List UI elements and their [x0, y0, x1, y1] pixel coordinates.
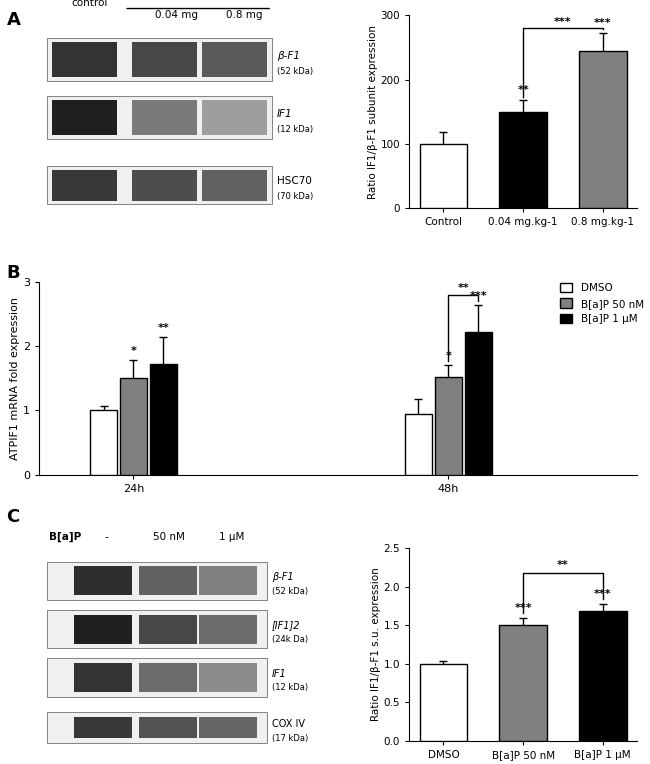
Text: A: A: [6, 11, 20, 30]
Bar: [120, 378, 147, 474]
Bar: [132, 170, 197, 201]
Bar: [74, 663, 132, 692]
Bar: [150, 364, 177, 474]
Text: 0.8 mg: 0.8 mg: [226, 11, 263, 21]
Bar: [579, 611, 627, 741]
Text: **: **: [517, 85, 529, 95]
Y-axis label: Ratio IF1/β-F1 s.u. expression: Ratio IF1/β-F1 s.u. expression: [370, 568, 381, 721]
Text: β-F1: β-F1: [272, 572, 294, 582]
Text: HSC70: HSC70: [277, 176, 312, 186]
Text: 0.04 mg: 0.04 mg: [155, 11, 198, 21]
Text: (12 kDa): (12 kDa): [277, 125, 313, 134]
Text: ***: ***: [594, 589, 612, 599]
Text: C: C: [6, 508, 20, 526]
Bar: [74, 717, 132, 738]
Bar: [200, 566, 257, 595]
Legend: DMSO, B[a]P 50 nM, B[a]P 1 μM: DMSO, B[a]P 50 nM, B[a]P 1 μM: [560, 283, 644, 324]
Y-axis label: ATPIF1 mRNA fold expression: ATPIF1 mRNA fold expression: [10, 296, 20, 460]
Text: **: **: [457, 283, 469, 293]
Bar: [139, 566, 197, 595]
Bar: [202, 42, 267, 77]
Bar: [202, 100, 267, 135]
Text: ***: ***: [514, 603, 532, 613]
Bar: [139, 717, 197, 738]
Text: -: -: [105, 533, 109, 542]
Bar: [47, 610, 267, 649]
Text: β-F1: β-F1: [277, 51, 300, 61]
Y-axis label: Ratio IF1/β-F1 subunit expression: Ratio IF1/β-F1 subunit expression: [368, 24, 378, 199]
Bar: [51, 100, 117, 135]
Bar: [47, 96, 272, 139]
Text: (52 kDa): (52 kDa): [277, 66, 313, 76]
Bar: [465, 332, 491, 474]
Text: ***: ***: [469, 291, 487, 301]
Bar: [139, 615, 197, 643]
Bar: [90, 410, 117, 474]
Text: (24k Da): (24k Da): [272, 635, 308, 644]
Bar: [405, 413, 432, 474]
Bar: [419, 144, 467, 209]
Bar: [499, 112, 547, 209]
Bar: [47, 658, 267, 697]
Text: *: *: [445, 351, 451, 361]
Bar: [435, 377, 462, 474]
Bar: [47, 562, 267, 601]
Text: [IF1]2: [IF1]2: [272, 620, 300, 630]
Bar: [47, 38, 272, 81]
Bar: [51, 170, 117, 201]
Text: ***: ***: [554, 17, 572, 27]
Bar: [74, 615, 132, 643]
Bar: [200, 717, 257, 738]
Text: control: control: [71, 0, 107, 8]
Bar: [200, 615, 257, 643]
Bar: [47, 166, 272, 205]
Text: IF1: IF1: [277, 108, 292, 118]
Text: (70 kDa): (70 kDa): [277, 193, 313, 201]
Bar: [74, 566, 132, 595]
Text: (12 kDa): (12 kDa): [272, 684, 308, 692]
Bar: [132, 100, 197, 135]
Bar: [579, 50, 627, 209]
Text: **: **: [557, 561, 569, 571]
Text: B: B: [6, 264, 20, 282]
Bar: [499, 625, 547, 741]
Text: (17 kDa): (17 kDa): [272, 733, 308, 743]
Text: IF1: IF1: [272, 668, 287, 678]
Bar: [419, 664, 467, 741]
Text: (52 kDa): (52 kDa): [272, 587, 308, 596]
Text: ***: ***: [594, 18, 612, 28]
Text: *: *: [131, 346, 136, 356]
Text: 1 μM: 1 μM: [219, 533, 244, 542]
Bar: [200, 663, 257, 692]
Bar: [51, 42, 117, 77]
Text: **: **: [157, 323, 169, 333]
Text: B[a]P: B[a]P: [49, 532, 81, 542]
Bar: [47, 712, 267, 743]
Bar: [132, 42, 197, 77]
Bar: [202, 170, 267, 201]
Text: 50 nM: 50 nM: [153, 533, 185, 542]
Bar: [139, 663, 197, 692]
Text: COX IV: COX IV: [272, 719, 305, 729]
